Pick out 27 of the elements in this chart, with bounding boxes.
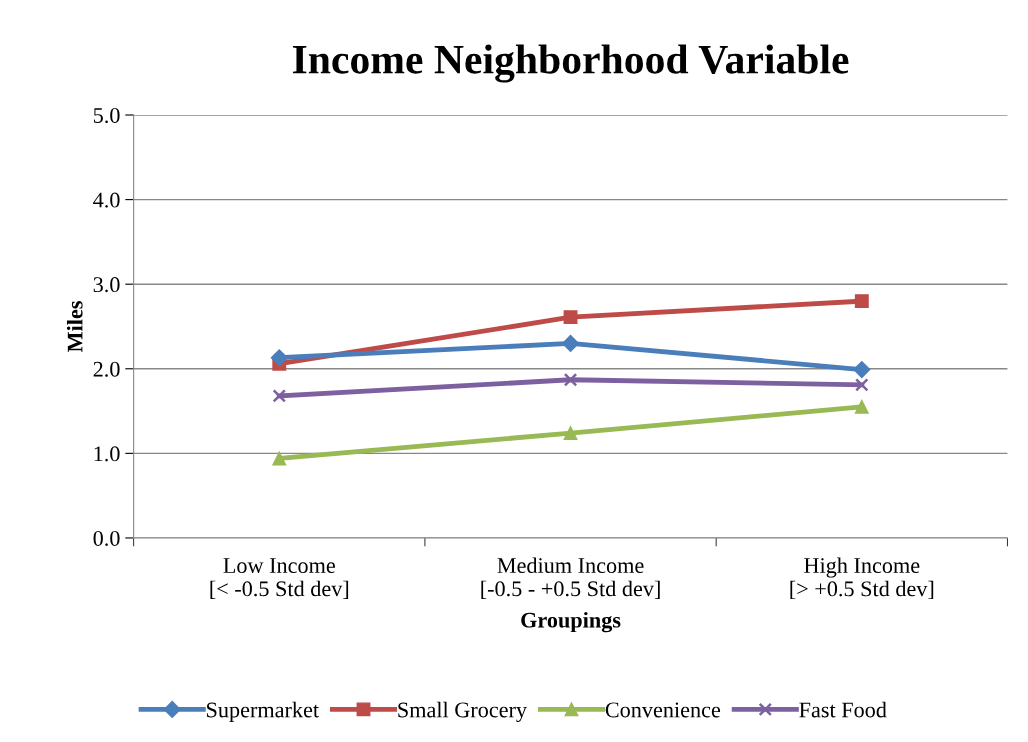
x-tick-label: Low Income [< -0.5 Std dev] [210,558,349,600]
point [272,451,287,466]
point [561,334,580,352]
point [270,349,288,367]
legend-label: Small Grocery [398,701,527,722]
legend-label: Convenience [605,702,721,718]
x-tick-label: Medium Income [-0.5 - +0.5 Std dev] [481,557,660,600]
point [854,399,869,414]
point [563,372,578,387]
point [855,378,869,392]
point [563,310,578,325]
y-tick-label: 0.0 [93,530,120,546]
point [854,294,869,309]
legend-label: Fast Food [799,701,887,718]
legend-label: Supermarket [207,701,319,722]
point [563,426,578,441]
y-tick-label: 5.0 [93,107,120,124]
y-tick-label: 1.0 [94,446,120,462]
y-axis-title: Miles [66,301,83,353]
x-tick-label: High Income [> +0.5 Std dev] [790,557,934,600]
y-tick-label: 2.0 [93,361,120,377]
chart-title: Income Neighborhood Variable [292,44,849,83]
point [272,389,287,403]
x-axis-title: Groupings [521,611,621,633]
point [853,361,871,379]
y-tick-label: 4.0 [93,192,120,208]
y-tick-label: 3.0 [93,277,120,293]
